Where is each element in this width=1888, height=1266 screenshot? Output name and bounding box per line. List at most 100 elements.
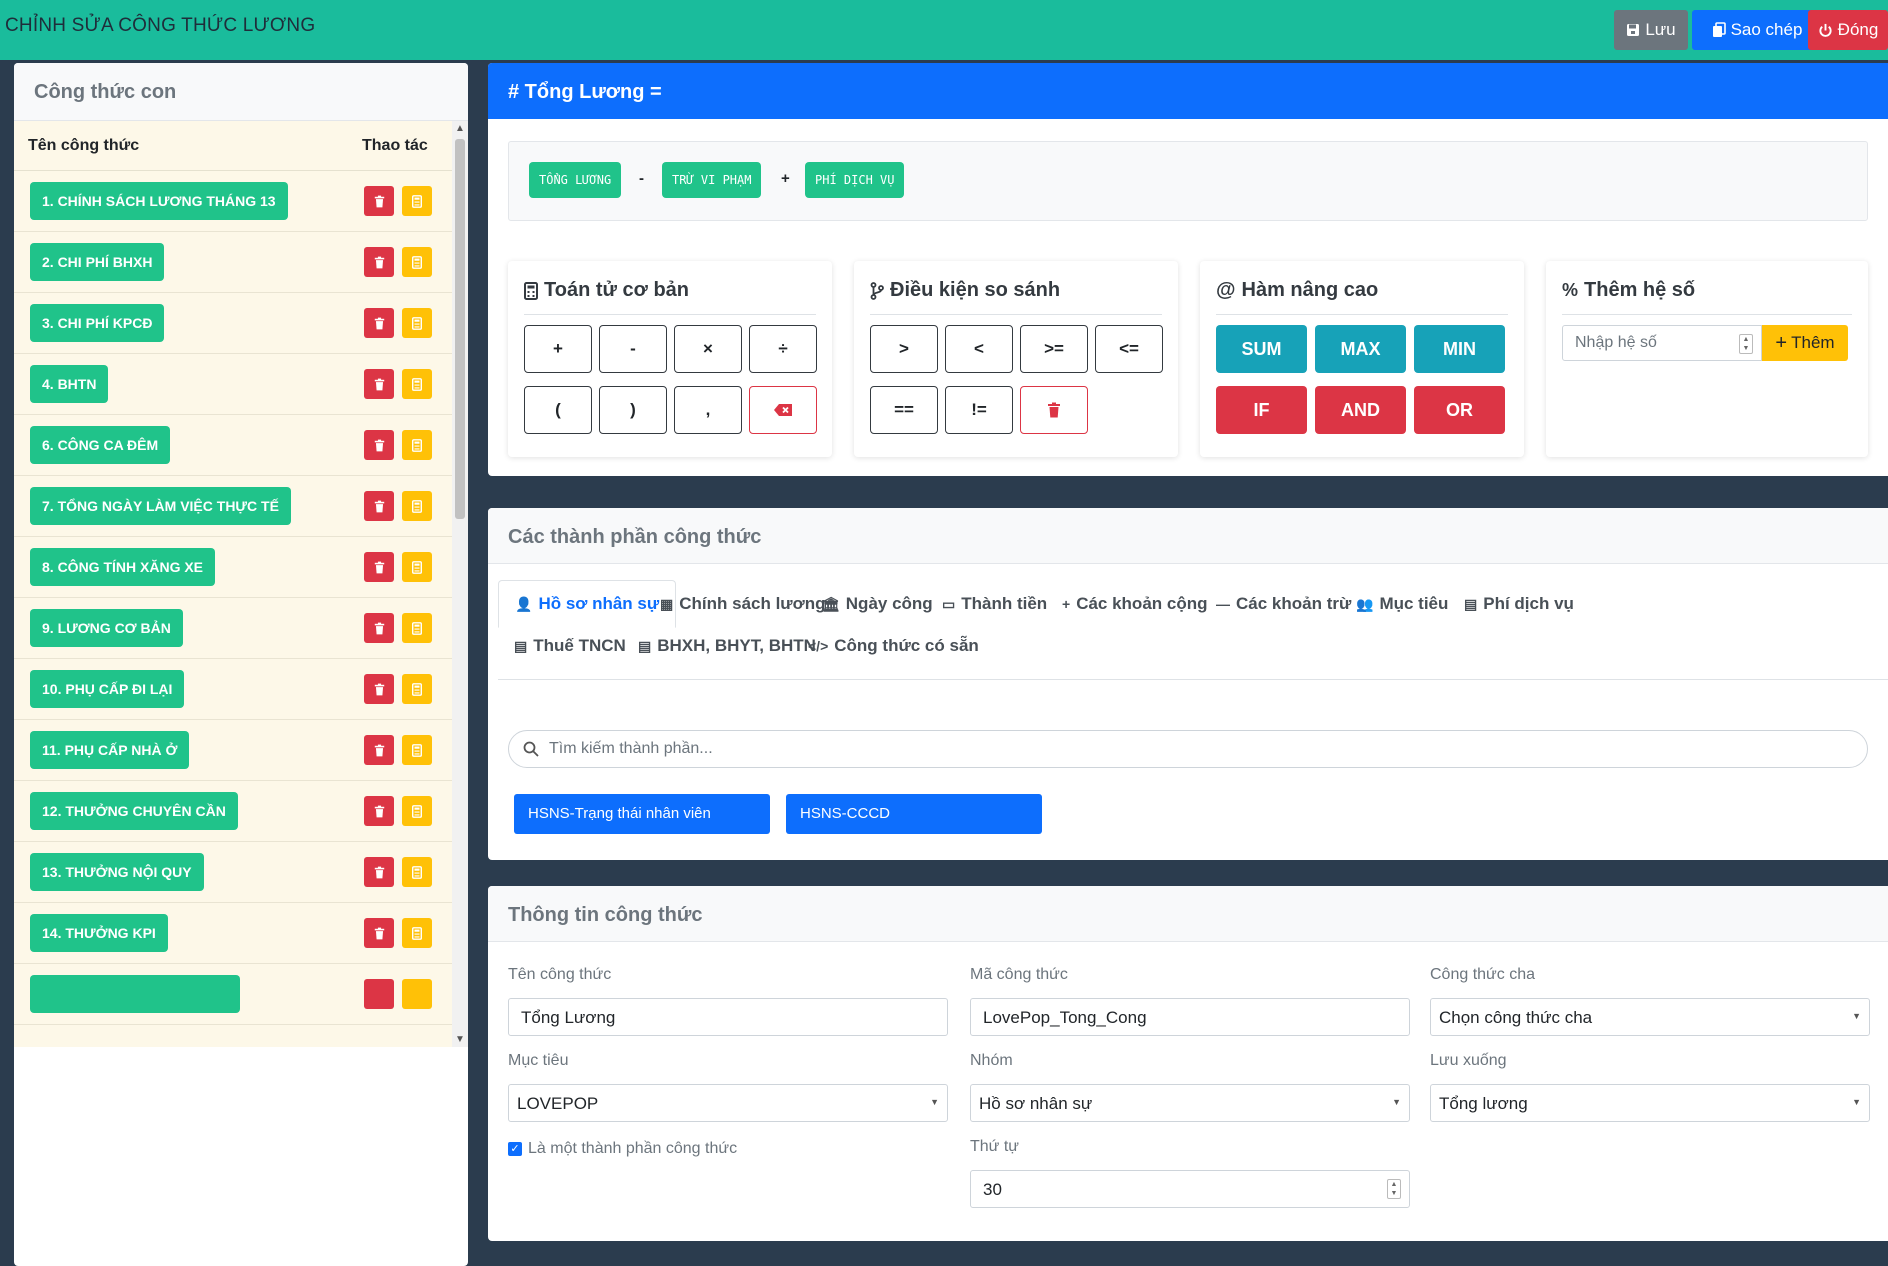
open-paren-button[interactable]: ( bbox=[524, 386, 592, 434]
tab-4[interactable]: ▭ Thành tiền bbox=[926, 580, 1063, 628]
sub-formula-pill[interactable]: 12. THƯỞNG CHUYÊN CẦN bbox=[30, 792, 238, 830]
scrollbar-thumb[interactable] bbox=[455, 139, 465, 519]
delete-button[interactable] bbox=[364, 430, 394, 460]
sub-formula-pill[interactable]: 3. CHI PHÍ KPCĐ bbox=[30, 304, 165, 342]
calculator-button[interactable] bbox=[402, 186, 432, 216]
copy-button[interactable]: Sao chép bbox=[1692, 10, 1822, 50]
number-spinner[interactable]: ▲ ▼ bbox=[1387, 1179, 1401, 1199]
divide-operator-button[interactable]: ÷ bbox=[749, 325, 817, 373]
is-component-checkbox[interactable]: ✓ bbox=[508, 1142, 522, 1156]
tab-1[interactable]: 👤 Hồ sơ nhân sự bbox=[498, 580, 677, 628]
delete-button[interactable] bbox=[364, 613, 394, 643]
calculator-button[interactable] bbox=[402, 613, 432, 643]
number-spinner[interactable]: ▲ ▼ bbox=[1739, 334, 1753, 354]
tab-8[interactable]: ▤ Phí dịch vụ bbox=[1448, 580, 1590, 628]
calculator-button[interactable] bbox=[402, 308, 432, 338]
formula-operator[interactable]: - bbox=[639, 170, 644, 187]
delete-button[interactable] bbox=[364, 186, 394, 216]
close-paren-button[interactable]: ) bbox=[599, 386, 667, 434]
greater-than-button[interactable]: > bbox=[870, 325, 938, 373]
plus-operator-button[interactable]: + bbox=[524, 325, 592, 373]
multiply-operator-button[interactable]: × bbox=[674, 325, 742, 373]
calculator-button[interactable] bbox=[402, 430, 432, 460]
greater-equal-button[interactable]: >= bbox=[1020, 325, 1088, 373]
delete-button[interactable] bbox=[364, 552, 394, 582]
calculator-button[interactable] bbox=[402, 491, 432, 521]
tab-3[interactable]: 🏛 Ngày công bbox=[806, 580, 949, 628]
tab-9[interactable]: ▤ Thuế TNCN bbox=[498, 622, 642, 670]
sidebar-scrollbar[interactable]: ▲ ▼ bbox=[452, 121, 468, 1047]
clear-formula-button[interactable] bbox=[1020, 386, 1088, 434]
backspace-button[interactable] bbox=[749, 386, 817, 434]
formula-operator[interactable]: + bbox=[781, 170, 790, 187]
close-button[interactable]: Đóng bbox=[1808, 10, 1888, 50]
sub-formula-pill[interactable]: 4. BHTN bbox=[30, 365, 109, 403]
calculator-button[interactable] bbox=[402, 979, 432, 1009]
sub-formula-pill[interactable]: 1. CHÍNH SÁCH LƯƠNG THÁNG 13 bbox=[30, 182, 288, 220]
sum-function-button[interactable]: SUM bbox=[1216, 325, 1307, 373]
add-coefficient-button[interactable]: + Thêm bbox=[1762, 325, 1848, 361]
formula-expression-box[interactable]: TỔNG LƯƠNG - TRỪ VI PHẠM + PHÍ DỊCH VỤ bbox=[508, 141, 1868, 221]
delete-button[interactable] bbox=[364, 369, 394, 399]
sub-formula-pill[interactable]: 11. PHỤ CẤP NHÀ Ở bbox=[30, 731, 190, 769]
sub-formula-pill[interactable]: 13. THƯỞNG NỘI QUY bbox=[30, 853, 204, 891]
delete-button[interactable] bbox=[364, 247, 394, 277]
less-equal-button[interactable]: <= bbox=[1095, 325, 1163, 373]
scroll-down-icon[interactable]: ▼ bbox=[455, 1034, 465, 1045]
not-equal-button[interactable]: != bbox=[945, 386, 1013, 434]
sub-formula-pill[interactable]: 8. CÔNG TÍNH XĂNG XE bbox=[30, 548, 216, 586]
formula-token[interactable]: TRỪ VI PHẠM bbox=[662, 162, 762, 198]
calculator-button[interactable] bbox=[402, 369, 432, 399]
delete-button[interactable] bbox=[364, 674, 394, 704]
calculator-button[interactable] bbox=[402, 735, 432, 765]
sub-formula-pill[interactable]: 14. THƯỞNG KPI bbox=[30, 914, 168, 952]
sub-formula-pill[interactable]: 9. LƯƠNG CƠ BẢN bbox=[30, 609, 183, 647]
less-than-button[interactable]: < bbox=[945, 325, 1013, 373]
calculator-button[interactable] bbox=[402, 857, 432, 887]
if-function-button[interactable]: IF bbox=[1216, 386, 1307, 434]
sub-formula-pill[interactable]: 2. CHI PHÍ BHXH bbox=[30, 243, 165, 281]
or-function-button[interactable]: OR bbox=[1414, 386, 1505, 434]
delete-button[interactable] bbox=[364, 918, 394, 948]
component-chip[interactable]: HSNS-CCCD bbox=[786, 794, 1042, 834]
group-select[interactable]: Hồ sơ nhân sự ▼ bbox=[970, 1084, 1410, 1122]
delete-button[interactable] bbox=[364, 857, 394, 887]
delete-button[interactable] bbox=[364, 796, 394, 826]
calculator-button[interactable] bbox=[402, 674, 432, 704]
and-function-button[interactable]: AND bbox=[1315, 386, 1406, 434]
min-function-button[interactable]: MIN bbox=[1414, 325, 1505, 373]
delete-button[interactable] bbox=[364, 979, 394, 1009]
formula-token[interactable]: TỔNG LƯƠNG bbox=[529, 162, 622, 198]
formula-name-field[interactable]: Tổng Lương bbox=[508, 998, 948, 1036]
order-field[interactable]: 30 ▲ ▼ bbox=[970, 1170, 1410, 1208]
tab-10[interactable]: ▤ BHXH, BHYT, BHTN bbox=[622, 622, 832, 670]
calculator-button[interactable] bbox=[402, 552, 432, 582]
tab-5[interactable]: + Các khoản cộng bbox=[1046, 580, 1224, 628]
save-to-select[interactable]: Tổng lương ▼ bbox=[1430, 1084, 1870, 1122]
component-chip[interactable]: HSNS-Trạng thái nhân viên bbox=[514, 794, 770, 834]
minus-operator-button[interactable]: - bbox=[599, 325, 667, 373]
save-button[interactable]: Lưu bbox=[1614, 10, 1688, 50]
max-function-button[interactable]: MAX bbox=[1315, 325, 1406, 373]
tab-11[interactable]: </> Công thức có sẵn bbox=[792, 622, 995, 670]
calculator-button[interactable] bbox=[402, 247, 432, 277]
scroll-up-icon[interactable]: ▲ bbox=[455, 123, 465, 134]
comma-button[interactable]: , bbox=[674, 386, 742, 434]
calculator-button[interactable] bbox=[402, 796, 432, 826]
calculator-button[interactable] bbox=[402, 918, 432, 948]
delete-button[interactable] bbox=[364, 491, 394, 521]
tab-2[interactable]: ▦ Chính sách lương bbox=[644, 580, 841, 628]
coefficient-input[interactable]: Nhập hệ số ▲ ▼ bbox=[1562, 325, 1762, 361]
equal-button[interactable]: == bbox=[870, 386, 938, 434]
component-search-input[interactable]: Tìm kiếm thành phần... bbox=[508, 730, 1868, 768]
formula-token[interactable]: PHÍ DỊCH VỤ bbox=[805, 162, 905, 198]
sub-formula-pill[interactable]: 10. PHỤ CẤP ĐI LẠI bbox=[30, 670, 185, 708]
tab-6[interactable]: — Các khoản trừ bbox=[1200, 580, 1367, 628]
formula-code-field[interactable]: LovePop_Tong_Cong bbox=[970, 998, 1410, 1036]
delete-button[interactable] bbox=[364, 735, 394, 765]
delete-button[interactable] bbox=[364, 308, 394, 338]
target-select[interactable]: LOVEPOP ▼ bbox=[508, 1084, 948, 1122]
parent-formula-select[interactable]: Chọn công thức cha ▼ bbox=[1430, 998, 1870, 1036]
tab-7[interactable]: 👥 Mục tiêu bbox=[1340, 580, 1464, 628]
sub-formula-pill[interactable]: 6. CÔNG CA ĐÊM bbox=[30, 426, 171, 464]
